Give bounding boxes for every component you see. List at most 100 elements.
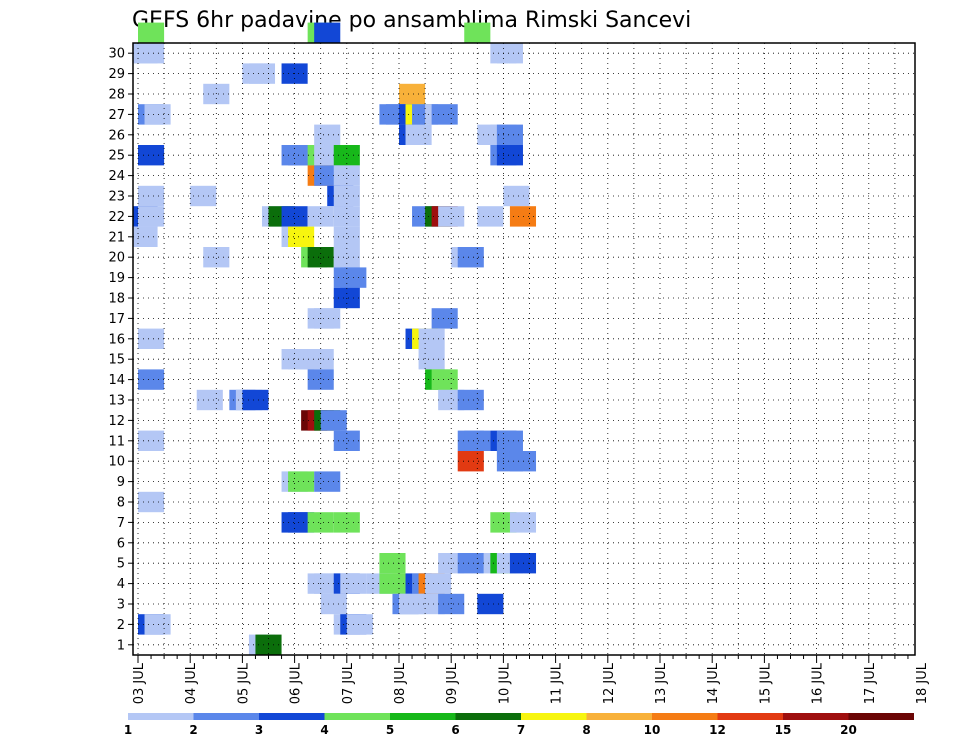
colorbar-label: 7 [517, 723, 525, 737]
data-cell [203, 247, 230, 268]
y-tick-label: 23 [108, 190, 125, 205]
x-tick-label: 16 JUL [811, 662, 826, 704]
y-tick-label: 3 [117, 598, 125, 613]
grid-lines [133, 43, 915, 655]
data-cell [457, 553, 484, 574]
y-tick-label: 30 [108, 47, 125, 62]
x-axis: 03 JUL 04 JUL 05 JUL 06 JUL 07 JUL 08 JUL 09 J… [132, 655, 930, 704]
data-cell [333, 512, 360, 533]
colorbar-swatch [783, 713, 849, 720]
y-tick-label: 7 [117, 516, 125, 531]
y-tick-label: 22 [108, 210, 125, 225]
x-tick-label: 07 JUL [341, 662, 356, 704]
y-tick-label: 28 [108, 88, 125, 103]
data-cell [333, 206, 360, 227]
data-cell [138, 491, 165, 513]
data-cell [496, 430, 523, 451]
data-cell [438, 206, 465, 227]
data-cell [144, 104, 171, 125]
x-tick-label: 03 JUL [132, 662, 147, 704]
colorbar-label: 8 [582, 723, 590, 737]
plot-frame [132, 42, 916, 656]
data-cell [333, 430, 360, 451]
data-cell [418, 349, 445, 370]
colorbar-label: 1 [124, 723, 132, 737]
y-tick-label: 12 [108, 414, 125, 429]
y-tick-label: 14 [108, 373, 125, 388]
data-cell [457, 389, 484, 411]
y-tick-label: 27 [108, 108, 125, 123]
x-tick-label: 06 JUL [289, 662, 304, 704]
y-tick-label: 18 [108, 292, 125, 307]
y-tick-label: 19 [108, 271, 125, 286]
data-cell [138, 369, 165, 390]
colorbar-label: 5 [386, 723, 394, 737]
colorbar-swatch [717, 713, 783, 720]
data-cell [418, 328, 445, 349]
data-cell [196, 389, 223, 411]
data-cell [144, 614, 171, 635]
colorbar-swatch [455, 713, 521, 720]
y-axis: 1234567891011121314151617181920212223242… [108, 47, 133, 653]
data-cell [431, 104, 458, 125]
data-cell [457, 451, 484, 472]
data-cell [138, 328, 165, 349]
y-tick-label: 6 [117, 536, 125, 551]
data-cell [138, 206, 165, 227]
data-cell [307, 206, 334, 227]
colorbar-label: 3 [255, 723, 263, 737]
x-tick-label: 04 JUL [184, 662, 199, 704]
data-cell [138, 22, 165, 43]
colorbar-swatch [652, 713, 718, 720]
data-cell [288, 471, 315, 492]
data-cell [509, 451, 537, 472]
x-tick-label: 17 JUL [863, 662, 878, 704]
y-tick-label: 1 [117, 638, 125, 653]
data-cell [333, 165, 360, 186]
y-tick-label: 13 [108, 394, 125, 409]
data-cell [477, 593, 504, 615]
y-tick-label: 25 [108, 149, 125, 164]
data-cell [509, 206, 537, 227]
colorbar-swatch [128, 713, 194, 720]
x-tick-label: 10 JUL [497, 662, 512, 704]
y-tick-label: 21 [108, 230, 125, 245]
data-cell [496, 145, 523, 166]
data-cell [138, 145, 165, 166]
data-cell [138, 185, 165, 207]
y-tick-label: 15 [108, 353, 125, 368]
data-cell [133, 226, 158, 247]
y-tick-label: 4 [117, 577, 125, 592]
x-tick-label: 11 JUL [550, 662, 565, 704]
y-tick-label: 5 [117, 557, 125, 572]
data-cell [477, 206, 504, 227]
y-tick-label: 8 [117, 496, 125, 511]
data-cell [314, 22, 341, 43]
x-tick-label: 15 JUL [758, 662, 773, 704]
data-cell [333, 226, 360, 247]
x-tick-label: 14 JUL [706, 662, 721, 704]
x-tick-label: 09 JUL [445, 662, 460, 704]
data-cell [333, 247, 360, 268]
data-cell [307, 369, 334, 390]
colorbar-label: 2 [189, 723, 197, 737]
x-tick-label: 13 JUL [654, 662, 669, 704]
data-cell [138, 430, 165, 451]
colorbar-swatch [390, 713, 456, 720]
data-cell [496, 43, 523, 64]
x-tick-label: 18 JUL [915, 662, 930, 704]
data-cell [307, 247, 334, 268]
colorbar-swatch [324, 713, 390, 720]
data-cell [307, 512, 334, 533]
y-tick-label: 11 [108, 434, 125, 449]
y-tick-label: 16 [108, 332, 125, 347]
data-cell [346, 614, 373, 635]
colorbar-label: 4 [320, 723, 328, 737]
data-cell [457, 247, 484, 268]
y-tick-label: 26 [108, 128, 125, 143]
data-cell [464, 22, 491, 43]
colorbar-label: 15 [775, 723, 792, 737]
chart-title: GEFS 6hr padavine po ansamblima Rimski S… [132, 8, 691, 33]
y-tick-label: 24 [108, 169, 125, 184]
